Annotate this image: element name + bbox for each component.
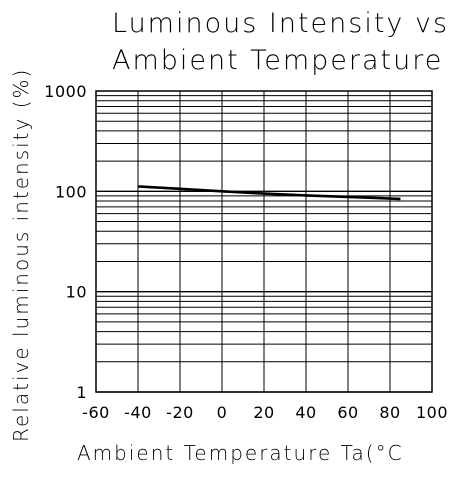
chart-title-line-2: Ambient Temperature [112,45,443,76]
x-tick-label: 0 [217,403,228,422]
x-axis-label: Ambient Temperature Ta(°C [77,441,404,465]
series-layer [137,185,401,201]
y-tick-label: 100 [55,182,87,201]
x-tick-label: 40 [295,403,316,422]
y-axis-label: Relative luminous intensity (%) [9,68,33,442]
chart-title-line-1: Luminous Intensity vs. [112,8,451,39]
y-tick-label: 1000 [44,82,87,101]
x-tick-label: 80 [379,403,400,422]
x-tick-label: 100 [416,403,448,422]
x-tick-label: -60 [82,403,110,422]
grid [95,91,433,393]
y-tick-label: 1 [76,383,87,402]
y-tick-labels: 1 10 100 1000 [44,82,87,402]
x-tick-label: 60 [337,403,358,422]
x-tick-label: -20 [166,403,194,422]
y-tick-label: 10 [66,283,87,302]
series-line [137,185,401,201]
x-tick-label: -40 [124,403,152,422]
x-tick-labels: -60 -40 -20 0 20 40 60 80 100 [82,403,448,422]
plot-frame [95,90,433,393]
x-tick-label: 20 [253,403,274,422]
